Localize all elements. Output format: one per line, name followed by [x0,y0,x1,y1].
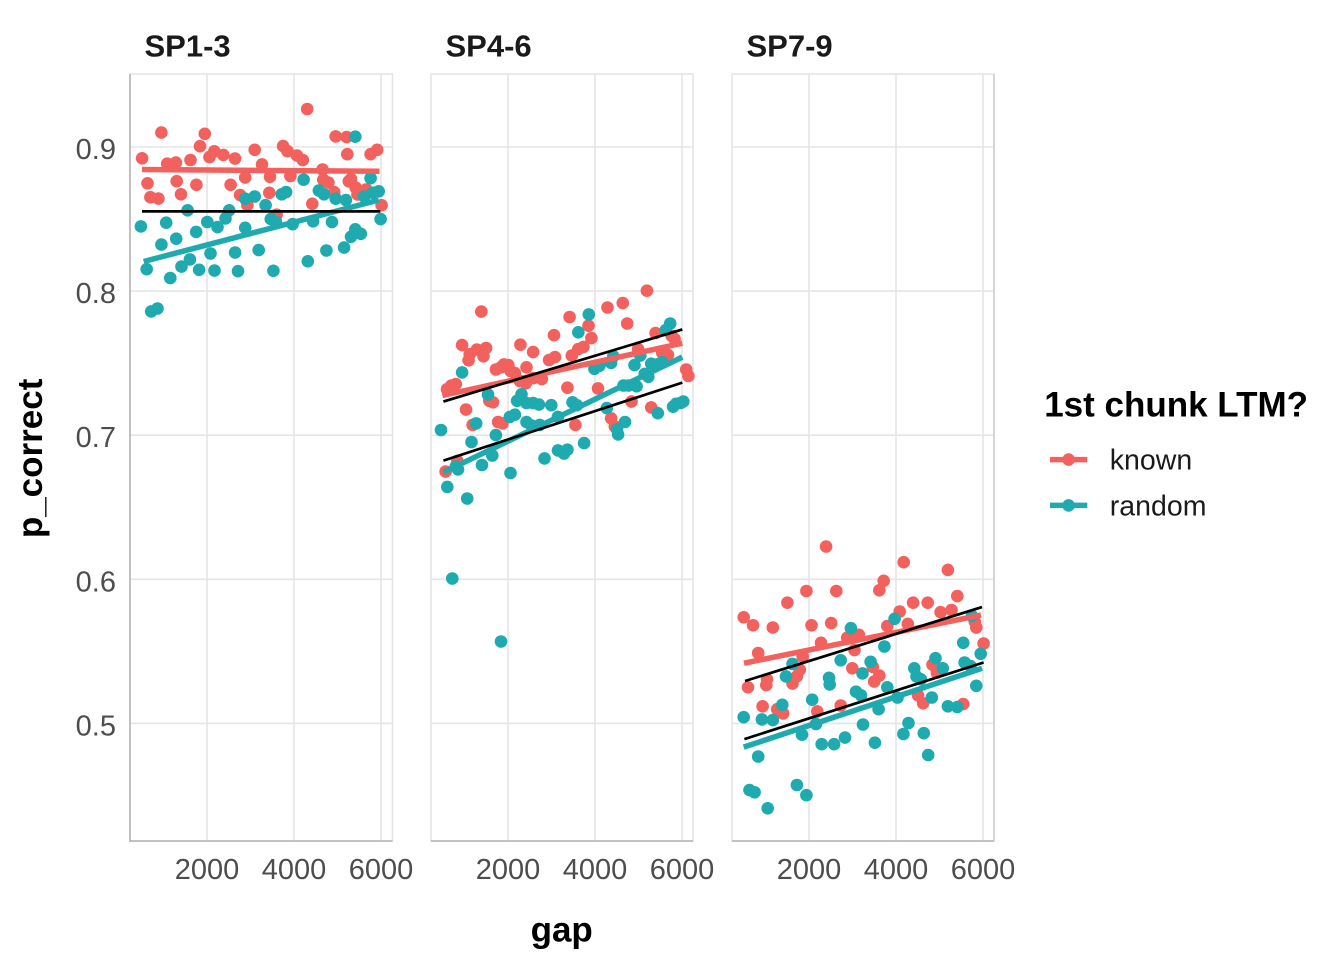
svg-text:SP7-9: SP7-9 [747,29,833,64]
svg-text:SP4-6: SP4-6 [446,29,532,64]
svg-text:2000: 2000 [777,854,842,886]
svg-text:0.9: 0.9 [76,134,116,166]
svg-text:4000: 4000 [262,854,327,886]
svg-text:2000: 2000 [476,854,541,886]
svg-text:4000: 4000 [563,854,628,886]
svg-text:p_correct: p_correct [11,378,50,538]
svg-text:4000: 4000 [864,854,929,886]
svg-text:6000: 6000 [650,854,715,886]
svg-text:SP1-3: SP1-3 [145,29,231,64]
svg-text:known: known [1110,445,1192,477]
svg-text:0.7: 0.7 [76,422,116,454]
svg-text:6000: 6000 [951,854,1016,886]
svg-text:2000: 2000 [175,854,240,886]
svg-text:0.5: 0.5 [76,710,116,742]
svg-text:0.6: 0.6 [76,566,116,598]
svg-text:0.8: 0.8 [76,278,116,310]
svg-text:random: random [1110,490,1207,522]
svg-text:1st chunk LTM?: 1st chunk LTM? [1044,386,1308,425]
svg-text:gap: gap [531,911,593,950]
svg-text:6000: 6000 [349,854,414,886]
